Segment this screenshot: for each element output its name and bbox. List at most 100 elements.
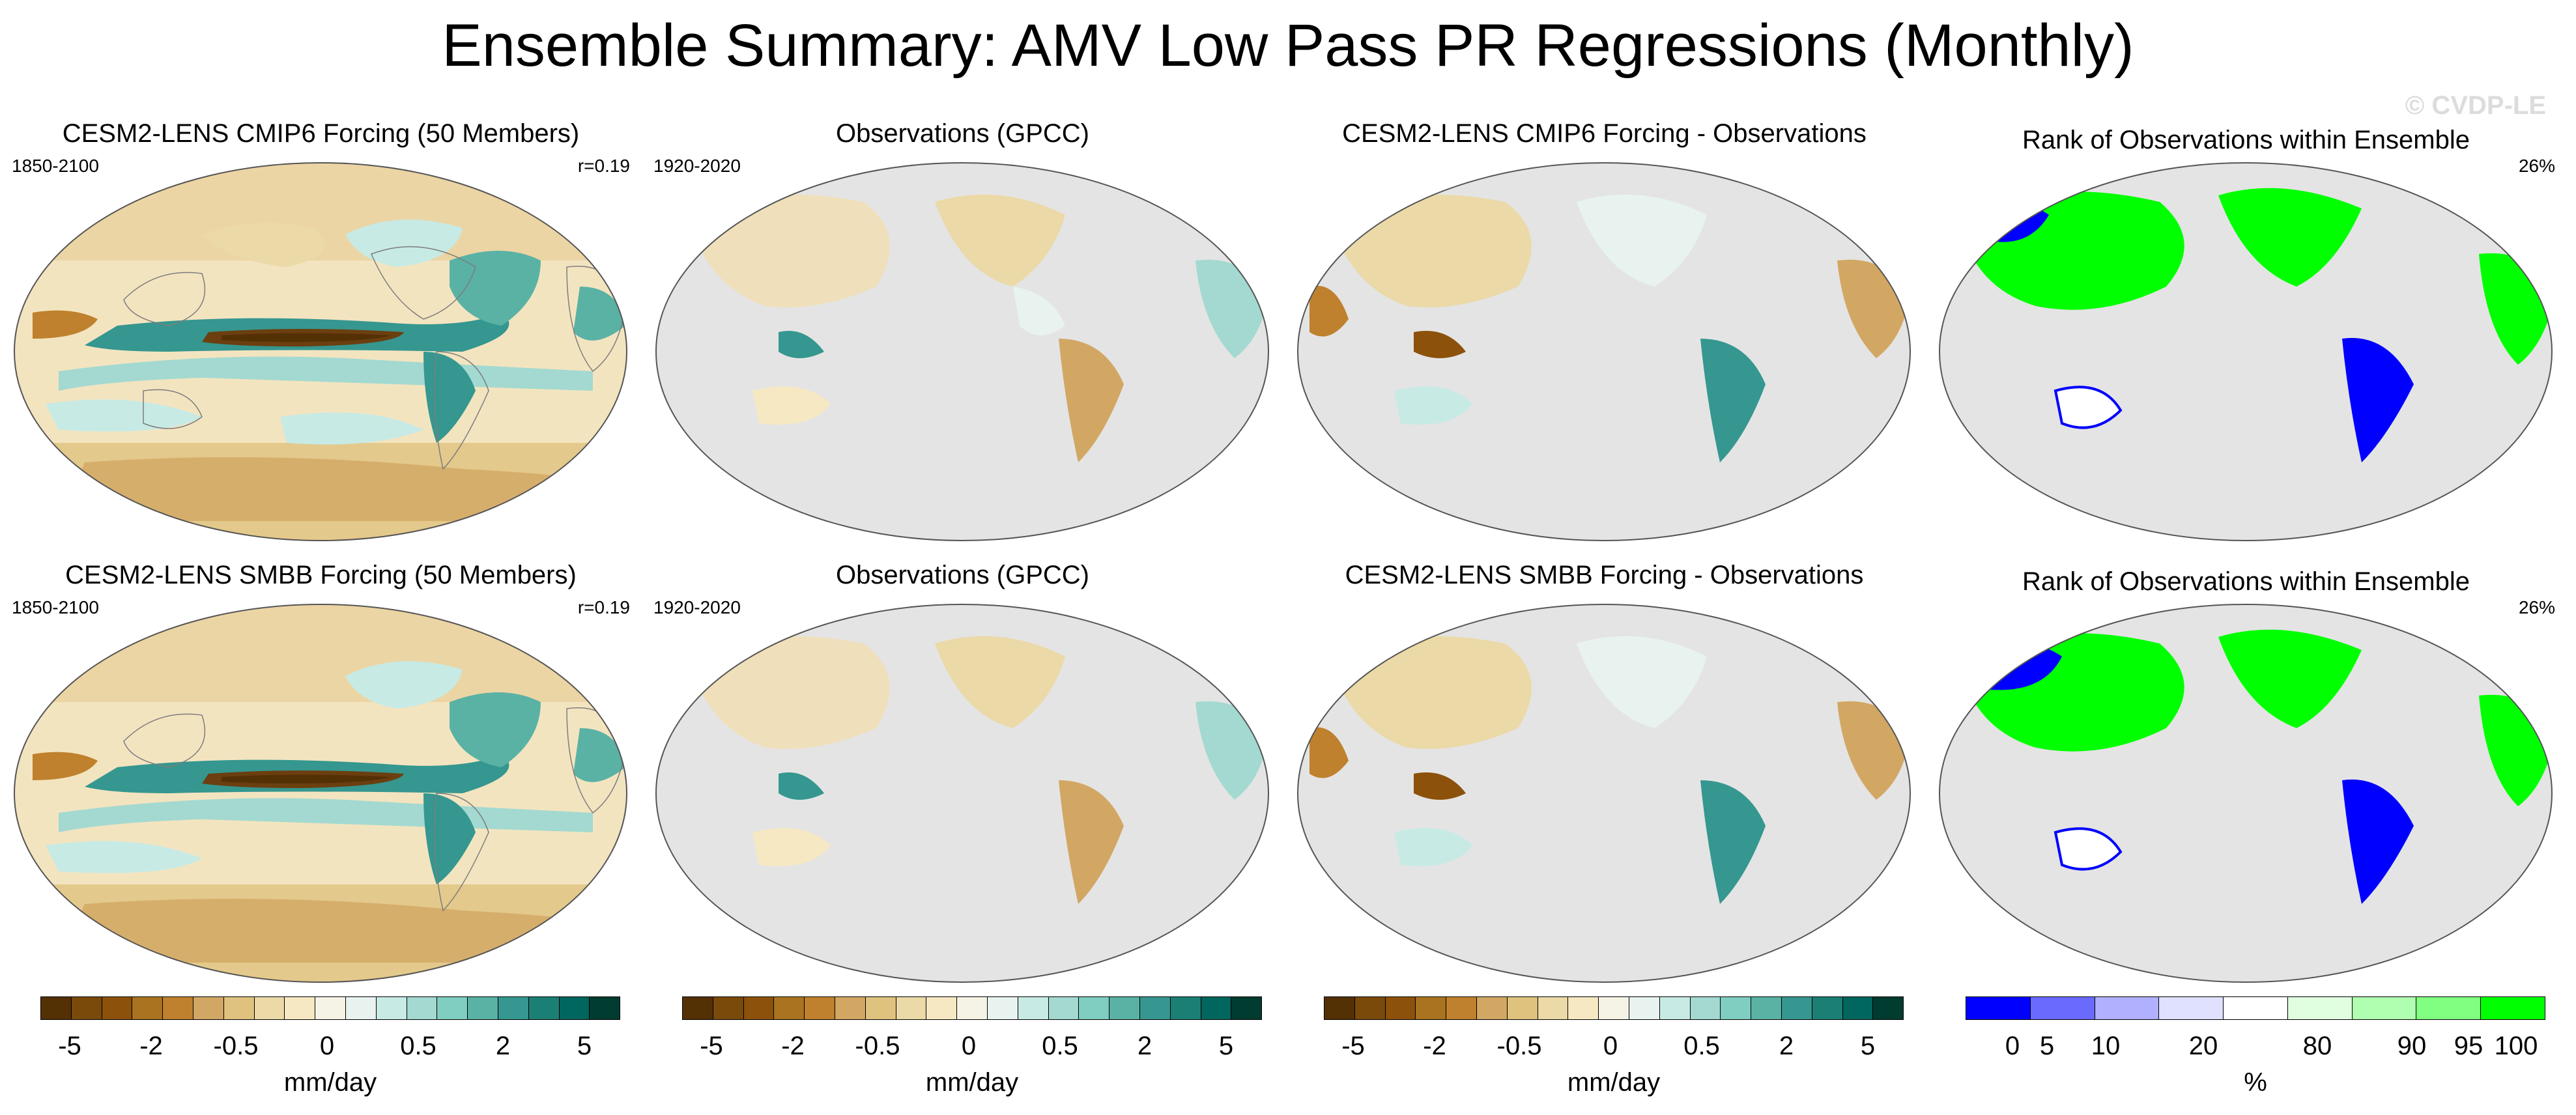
- colorbar-swatch: [1538, 997, 1569, 1019]
- colorbar-swatch: [1385, 997, 1416, 1019]
- colorbar-swatch: [41, 997, 72, 1019]
- colorbar-observations: -5 -2 -0.5 0 0.5 2 5 mm/day: [682, 996, 1262, 1105]
- colorbar-swatch: [345, 997, 377, 1019]
- colorbar-swatch: [713, 997, 744, 1019]
- panel-title: Observations (GPCC): [836, 119, 1089, 148]
- colorbar-tick: 0.5: [1042, 1032, 1078, 1060]
- colorbar-rank: 0 5 10 20 80 90 95 100 %: [1966, 996, 2545, 1105]
- colorbar-swatch: [987, 997, 1018, 1019]
- colorbar-swatch: [315, 997, 346, 1019]
- colorbar-swatch: [957, 997, 988, 1019]
- panel-row2-rank: Rank of Observations within Ensemble 26%: [1925, 559, 2567, 995]
- period-label: 1920-2020: [653, 156, 741, 176]
- colorbar-tick: 20: [2188, 1032, 2218, 1060]
- colorbar-swatch: [805, 997, 835, 1019]
- colorbar-swatch: [1416, 997, 1447, 1019]
- colorbar-swatch: [896, 997, 927, 1019]
- colorbar-swatch: [1629, 997, 1660, 1019]
- colorbar-unit: mm/day: [283, 1068, 377, 1097]
- colorbar-swatch: [1324, 997, 1355, 1019]
- colorbar-tick: -2: [1423, 1032, 1446, 1060]
- colorbar-swatch: [774, 997, 805, 1019]
- panel-title: Rank of Observations within Ensemble: [2022, 567, 2470, 596]
- panel-row1-rank: Rank of Observations within Ensemble 26%: [1925, 117, 2567, 554]
- colorbar-swatch: [1079, 997, 1110, 1019]
- colorbar-swatch: [376, 997, 407, 1019]
- colorbar-swatch: [2287, 997, 2353, 1019]
- colorbar-tick: 5: [1218, 1032, 1234, 1060]
- colorbar-tick: 80: [2302, 1032, 2332, 1060]
- colorbar-tick: -2: [139, 1032, 163, 1060]
- colorbar-tick: 0: [961, 1032, 977, 1060]
- colorbar-swatch: [1751, 997, 1782, 1019]
- correlation-label: r=0.19: [577, 597, 630, 617]
- correlation-label: r=0.19: [577, 156, 630, 176]
- colorbar-swatch: [223, 997, 255, 1019]
- colorbar-unit: mm/day: [925, 1068, 1019, 1097]
- colorbar-swatch: [926, 997, 958, 1019]
- colorbar-swatch: [132, 997, 164, 1019]
- map-rank: [1939, 604, 2553, 983]
- map-model: [14, 162, 627, 541]
- colorbar-swatch: [1966, 997, 2031, 1019]
- map-observations: [655, 162, 1269, 541]
- colorbar-swatch: [865, 997, 896, 1019]
- map-difference: [1297, 162, 1911, 541]
- colorbar-swatch: [2030, 997, 2095, 1019]
- colorbar-swatch: [590, 997, 620, 1019]
- colorbar-tick: 0.5: [1683, 1032, 1720, 1060]
- panel-row1-diff: CESM2-LENS CMIP6 Forcing - Observations: [1283, 117, 1925, 554]
- panel-row1-model: CESM2-LENS CMIP6 Forcing (50 Members) 18…: [0, 117, 642, 554]
- panel-row1-obs: Observations (GPCC) 1920-2020: [642, 117, 1283, 554]
- colorbar-unit: mm/day: [1567, 1068, 1661, 1097]
- colorbar-swatch: [2352, 997, 2417, 1019]
- colorbar-swatch: [163, 997, 193, 1019]
- map-difference: [1297, 604, 1911, 983]
- colorbar-tick: 90: [2397, 1032, 2427, 1060]
- colorbar-difference: -5 -2 -0.5 0 0.5 2 5 mm/day: [1324, 996, 1904, 1105]
- panel-row2-obs: Observations (GPCC) 1920-2020: [642, 559, 1283, 995]
- colorbar-boxes: [1966, 996, 2545, 1020]
- colorbar-swatch: [2481, 997, 2545, 1019]
- map-model: [14, 604, 627, 983]
- colorbar-tick: -5: [1341, 1032, 1365, 1060]
- page-title: Ensemble Summary: AMV Low Pass PR Regres…: [442, 12, 2134, 79]
- colorbar-tick: 2: [1137, 1032, 1152, 1060]
- colorbar-swatch: [1354, 997, 1386, 1019]
- colorbar-swatch: [1446, 997, 1477, 1019]
- colorbar-swatch: [468, 997, 498, 1019]
- panel-row2-model: CESM2-LENS SMBB Forcing (50 Members) 185…: [0, 559, 642, 995]
- panel-title: CESM2-LENS CMIP6 Forcing - Observations: [1342, 119, 1867, 148]
- percent-label: 26%: [2518, 597, 2555, 617]
- colorbar-tick: -0.5: [855, 1032, 900, 1060]
- colorbar-tick: 95: [2454, 1032, 2483, 1060]
- panel-row2-diff: CESM2-LENS SMBB Forcing - Observations: [1283, 559, 1925, 995]
- colorbar-swatch: [193, 997, 224, 1019]
- period-label: 1850-2100: [12, 156, 99, 176]
- colorbar-swatch: [254, 997, 285, 1019]
- colorbar-swatch: [1568, 997, 1599, 1019]
- colorbar-swatch: [835, 997, 866, 1019]
- percent-label: 26%: [2518, 156, 2555, 176]
- colorbar-tick: 0: [2005, 1032, 2020, 1060]
- panel-title: CESM2-LENS CMIP6 Forcing (50 Members): [62, 119, 580, 148]
- colorbar-tick: 5: [577, 1032, 592, 1060]
- colorbar-tick: -0.5: [1496, 1032, 1542, 1060]
- colorbar-swatch: [102, 997, 133, 1019]
- colorbar-unit: %: [2244, 1068, 2267, 1097]
- colorbar-tick: -2: [781, 1032, 805, 1060]
- colorbar-swatch: [1659, 997, 1691, 1019]
- colorbar-swatch: [1781, 997, 1812, 1019]
- colorbar-swatch: [71, 997, 102, 1019]
- colorbar-swatch: [1476, 997, 1508, 1019]
- colorbar-swatch: [1599, 997, 1629, 1019]
- colorbar-swatch: [2224, 997, 2288, 1019]
- colorbar-tick: -5: [700, 1032, 723, 1060]
- colorbar-model: -5 -2 -0.5 0 0.5 2 5 mm/day: [40, 996, 620, 1105]
- colorbar-tick: 0.5: [400, 1032, 436, 1060]
- colorbar-swatch: [1048, 997, 1080, 1019]
- colorbar-boxes: [682, 996, 1262, 1020]
- map-observations: [655, 604, 1269, 983]
- colorbar-swatch: [407, 997, 438, 1019]
- colorbar-tick: 10: [2091, 1032, 2121, 1060]
